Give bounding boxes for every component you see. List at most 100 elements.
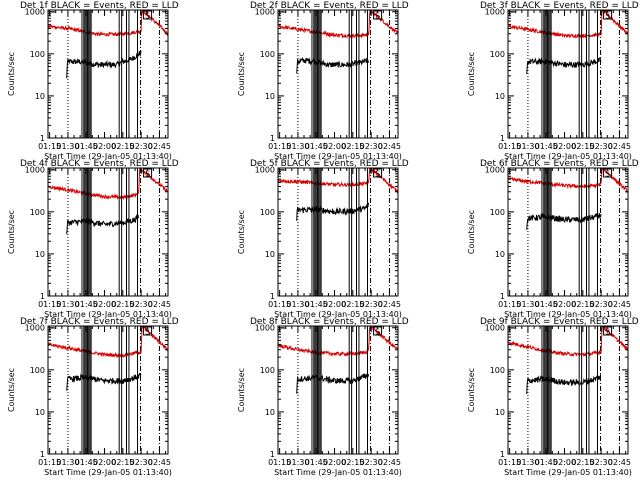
y-tick-label: 1000 — [25, 324, 45, 333]
x-tick-label: 02:45 — [378, 458, 401, 467]
x-tick-label: 02:00 — [553, 142, 576, 151]
x-tick-label: 02:30 — [590, 142, 613, 151]
x-tick-label: 02:15 — [111, 142, 134, 151]
x-axis-label: Start Time (29-Jan-05 01:13:40) — [504, 468, 632, 477]
y-tick-label: 1000 — [255, 166, 275, 175]
x-tick-label: 02:00 — [553, 458, 576, 467]
plot-area: S — [508, 10, 628, 138]
x-tick-label: 02:45 — [148, 458, 171, 467]
y-tick-label: 1 — [270, 292, 275, 301]
y-tick-label: 1000 — [255, 8, 275, 17]
flag-label: S — [605, 328, 610, 337]
y-axis-label: Counts/sec — [7, 210, 16, 254]
panel-title: Det 5f BLACK = Events, RED = LLD — [250, 159, 409, 169]
plot-frame — [277, 9, 399, 139]
y-tick-label: 10 — [265, 408, 275, 417]
x-axis-label: Start Time (29-Jan-05 01:13:40) — [44, 468, 172, 477]
y-axis-label: Counts/sec — [237, 52, 246, 96]
y-tick-label: 100 — [30, 50, 45, 59]
x-tick-label: 01:30 — [286, 142, 309, 151]
y-tick-label: 1 — [270, 134, 275, 143]
y-axis-label: Counts/sec — [7, 52, 16, 96]
y-axis-label: Counts/sec — [237, 210, 246, 254]
x-tick-label: 02:00 — [93, 458, 116, 467]
y-tick-label: 1 — [500, 450, 505, 459]
plot-frame — [47, 167, 169, 297]
x-tick-label: 01:45 — [75, 300, 98, 309]
events-series-line — [66, 214, 139, 235]
x-tick-label: 02:00 — [93, 142, 116, 151]
x-axis-label: Start Time (29-Jan-05 01:13:40) — [274, 468, 402, 477]
plot-area: S — [48, 10, 168, 138]
x-tick-label: 02:15 — [571, 142, 594, 151]
panel-title: Det 4f BLACK = Events, RED = LLD — [20, 159, 179, 169]
plot-area: S — [48, 168, 168, 296]
x-tick-label: 01:30 — [516, 458, 539, 467]
x-tick-label: 01:15 — [38, 142, 61, 151]
x-tick-label: 01:45 — [305, 458, 328, 467]
y-axis-label: Counts/sec — [467, 210, 476, 254]
x-tick-label: 01:30 — [286, 300, 309, 309]
panel-title: Det 9f BLACK = Events, RED = LLD — [480, 317, 639, 327]
x-tick-label: 01:30 — [56, 300, 79, 309]
panel-title: Det 2f BLACK = Events, RED = LLD — [250, 1, 409, 11]
x-tick-label: 02:30 — [130, 458, 153, 467]
y-tick-label: 10 — [265, 250, 275, 259]
events-series-line — [66, 50, 142, 79]
y-tick-label: 1000 — [25, 8, 45, 17]
plot-frame — [47, 9, 169, 139]
x-tick-label: 01:15 — [38, 300, 61, 309]
x-tick-label: 02:30 — [590, 458, 613, 467]
x-axis-label: Start Time (29-Jan-05 01:13:40) — [504, 310, 632, 319]
x-tick-label: 01:15 — [498, 142, 521, 151]
x-tick-label: 02:45 — [378, 300, 401, 309]
plot-area: S — [48, 326, 168, 454]
x-tick-label: 01:15 — [268, 458, 291, 467]
x-tick-label: 02:45 — [148, 300, 171, 309]
panel-title: Det 7f BLACK = Events, RED = LLD — [20, 317, 179, 327]
x-tick-label: 01:30 — [516, 300, 539, 309]
panel-title: Det 3f BLACK = Events, RED = LLD — [480, 1, 639, 11]
y-axis-label: Counts/sec — [237, 368, 246, 412]
y-tick-label: 100 — [260, 366, 275, 375]
x-axis-label: Start Time (29-Jan-05 01:13:40) — [274, 310, 402, 319]
x-tick-label: 01:45 — [535, 142, 558, 151]
y-tick-label: 100 — [490, 366, 505, 375]
plot-area: S — [508, 168, 628, 296]
x-tick-label: 02:45 — [608, 142, 631, 151]
y-tick-label: 1000 — [485, 166, 505, 175]
x-tick-label: 01:15 — [38, 458, 61, 467]
x-axis-label: Start Time (29-Jan-05 01:13:40) — [44, 310, 172, 319]
x-tick-label: 02:15 — [571, 458, 594, 467]
flag-label: S — [375, 12, 380, 21]
x-tick-label: 02:30 — [130, 142, 153, 151]
y-tick-label: 100 — [490, 208, 505, 217]
plot-area: S — [278, 10, 398, 138]
x-tick-label: 01:45 — [75, 458, 98, 467]
x-tick-label: 01:30 — [56, 142, 79, 151]
y-tick-label: 10 — [495, 250, 505, 259]
y-tick-label: 1 — [500, 134, 505, 143]
x-tick-label: 01:45 — [535, 458, 558, 467]
x-tick-label: 02:45 — [608, 300, 631, 309]
plot-frame — [507, 325, 629, 455]
y-tick-label: 100 — [490, 50, 505, 59]
x-tick-label: 02:30 — [130, 300, 153, 309]
y-tick-label: 10 — [495, 408, 505, 417]
flag-label: S — [605, 12, 610, 21]
flag-label: S — [375, 328, 380, 337]
y-axis-label: Counts/sec — [467, 52, 476, 96]
y-axis-label: Counts/sec — [7, 368, 16, 412]
x-tick-label: 01:45 — [75, 142, 98, 151]
y-tick-label: 1 — [40, 450, 45, 459]
y-tick-label: 1 — [40, 134, 45, 143]
y-tick-label: 1000 — [25, 166, 45, 175]
events-series-line — [66, 372, 142, 391]
x-tick-label: 01:30 — [56, 458, 79, 467]
x-tick-label: 02:15 — [341, 458, 364, 467]
lld-series-line — [278, 326, 398, 357]
